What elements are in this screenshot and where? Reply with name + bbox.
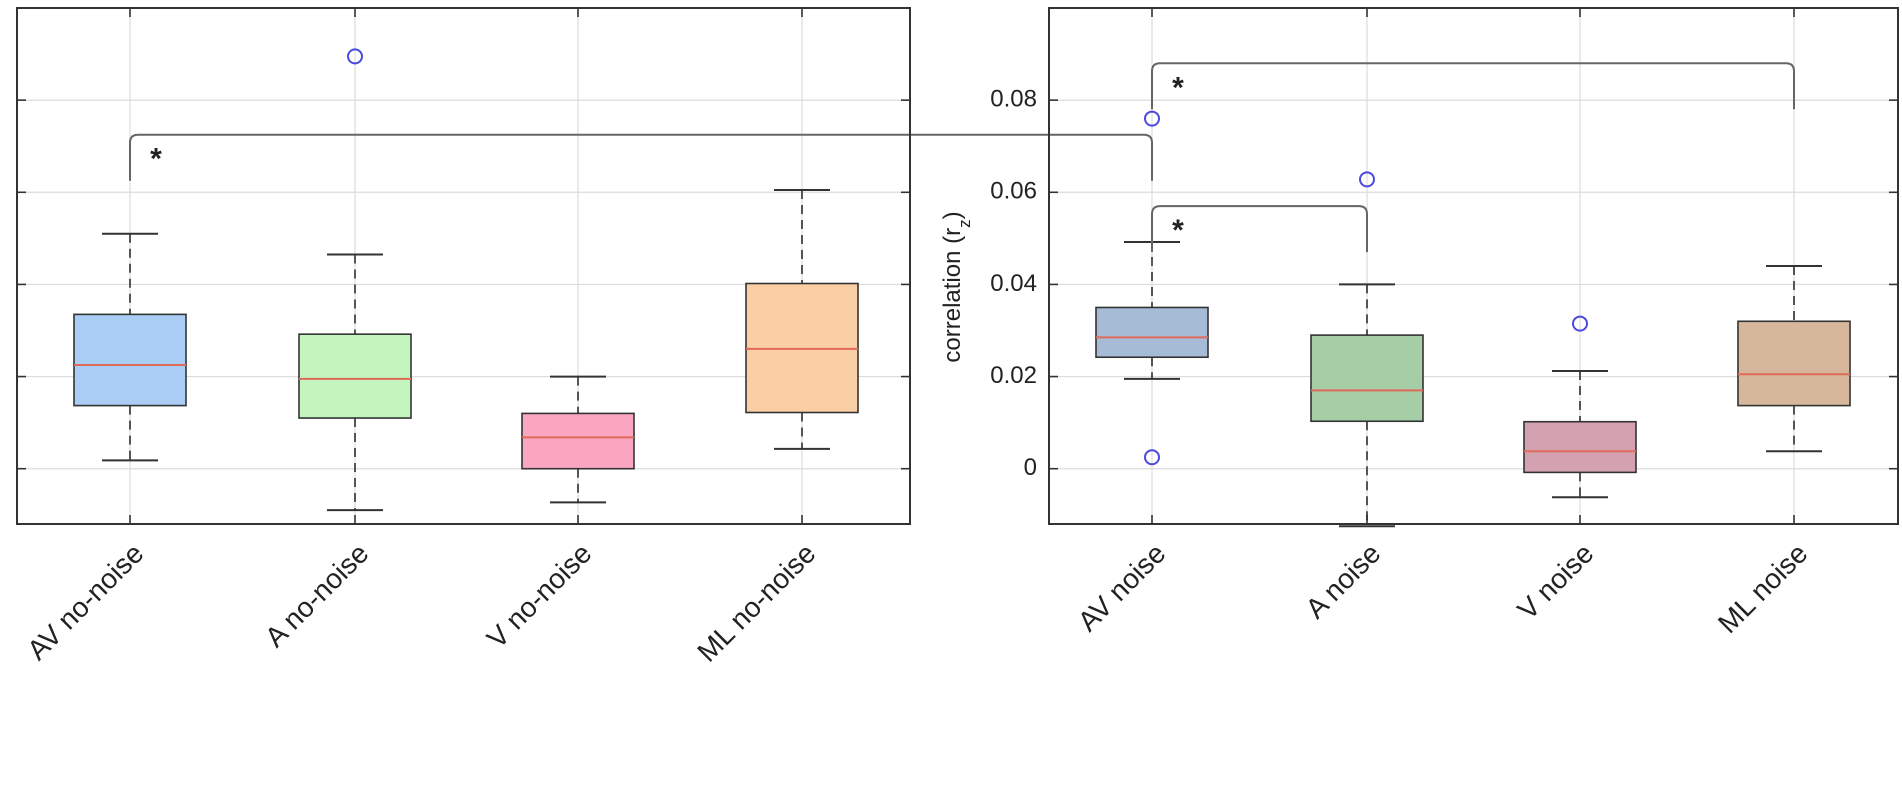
significance-brackets: * * * [129, 62, 1795, 253]
outlier-point [1359, 171, 1375, 188]
significance-bracket [129, 133, 1153, 181]
x-tick-label: ML no-noise [691, 538, 821, 668]
box-layer [73, 48, 1851, 528]
axes-layer [16, 7, 1899, 525]
box-v-noise [1523, 420, 1637, 474]
y-tick-label: 0.08 [990, 85, 1037, 112]
y-axis-label-main: correlation (r [939, 228, 966, 363]
x-tick-label: V noise [1512, 538, 1600, 626]
y-tick-label: 0 [1024, 454, 1037, 481]
x-tick-label: A noise [1300, 538, 1387, 625]
box-ml-noise [1737, 320, 1851, 407]
outlier-point [1144, 110, 1160, 127]
outlier-point [347, 48, 363, 65]
y-axis-label-subscript: z [955, 219, 974, 228]
significance-bracket [1151, 205, 1368, 253]
outlier-point [1572, 315, 1588, 332]
x-tick-label: AV noise [1072, 538, 1172, 638]
significance-bracket [1151, 62, 1795, 110]
y-tick-label: 0.04 [990, 270, 1037, 297]
x-tick-label: A no-noise [259, 538, 374, 653]
axes-frame [1048, 7, 1899, 525]
significance-star: * [1172, 214, 1184, 247]
box-v-no-noise [521, 412, 635, 470]
y-tick-label: 0.02 [990, 362, 1037, 389]
axes-frame [16, 7, 911, 525]
significance-star: * [1172, 71, 1184, 104]
significance-star: * [150, 143, 162, 176]
box-av-noise [1095, 306, 1209, 359]
box-a-noise [1310, 334, 1424, 423]
y-tick-label: 0.06 [990, 178, 1037, 205]
y-axis-label-close: ) [939, 211, 966, 219]
box-av-no-noise [73, 313, 187, 407]
x-tick-label: V no-noise [481, 538, 598, 655]
x-tick-label: ML noise [1712, 538, 1814, 640]
box-a-no-noise [298, 333, 412, 419]
y-axis-label: correlation (rz) [939, 211, 974, 362]
x-tick-label: AV no-noise [21, 538, 149, 666]
outlier-point [1144, 449, 1160, 466]
